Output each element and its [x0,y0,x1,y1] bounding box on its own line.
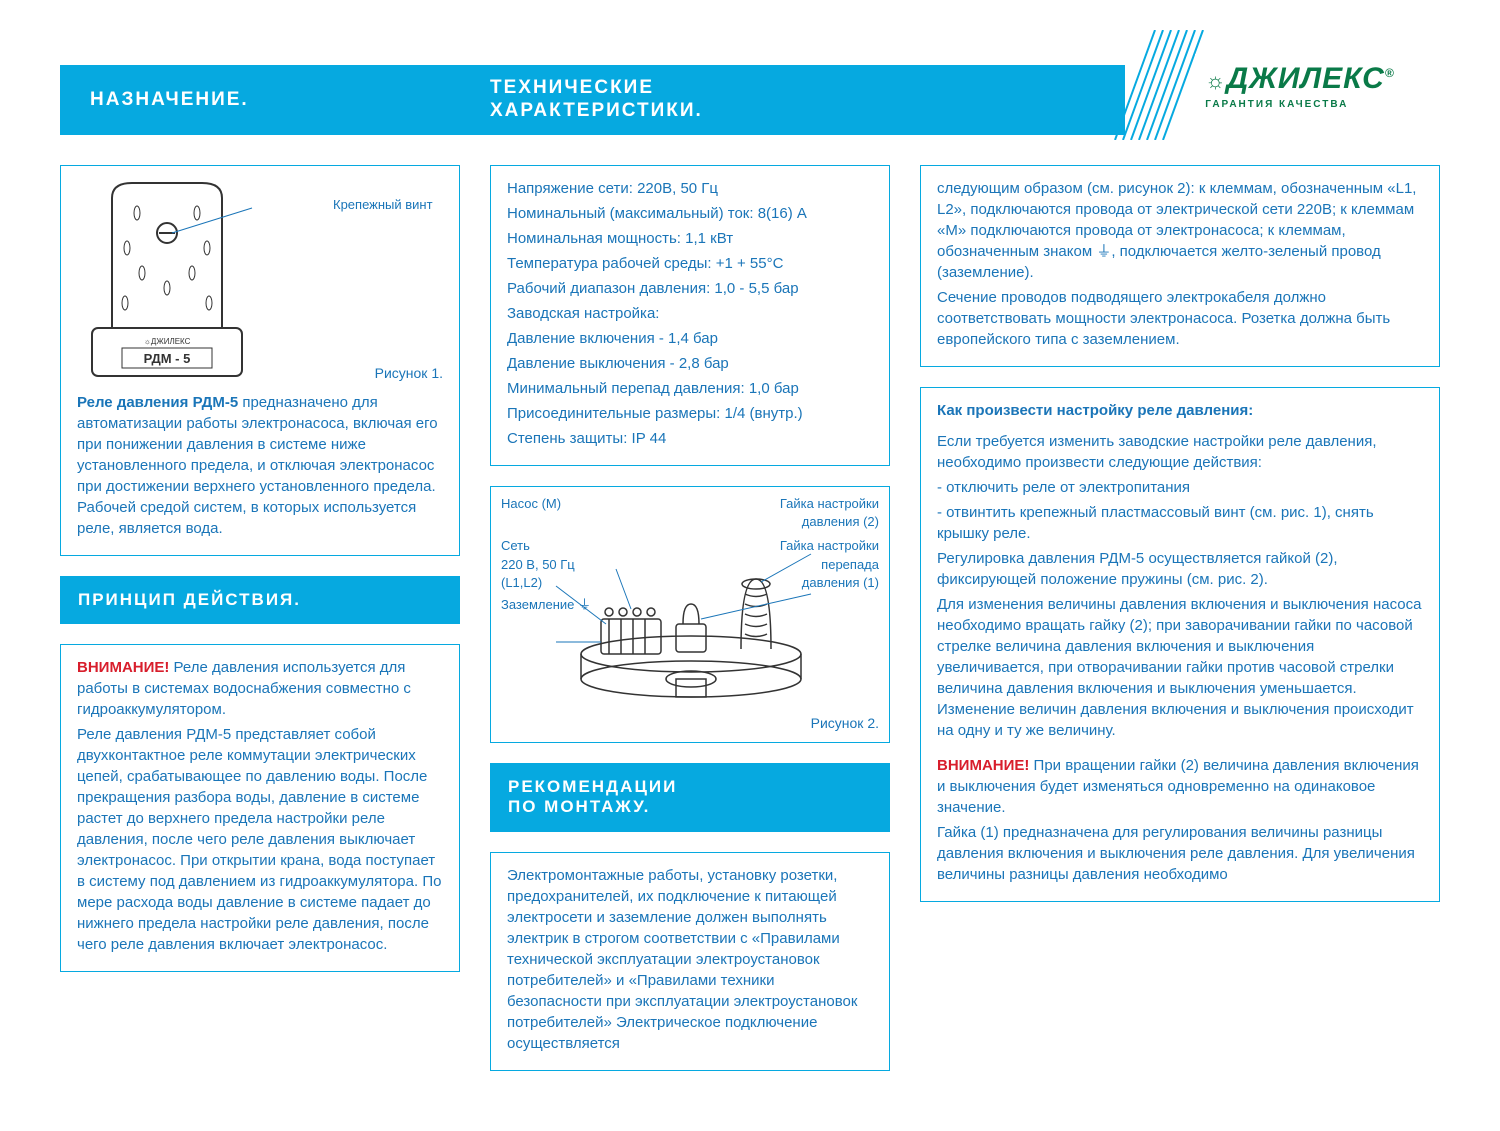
purpose-box: ☼ДЖИЛЕКС РДМ - 5 Крепежный винт Рисунок … [60,165,460,556]
principle-text: Реле давления РДМ-5 представляет собой д… [77,724,443,955]
install-text: Электромонтажные работы, установку розет… [507,865,873,1054]
header-title-specs: ТЕХНИЧЕСКИЕ ХАРАКТЕРИСТИКИ. [490,77,703,123]
warning-2: ВНИМАНИЕ! При вращении гайки (2) величин… [937,755,1423,818]
logo-tagline: ГАРАНТИЯ КАЧЕСТВА [1205,98,1394,112]
device-figure-1: ☼ДЖИЛЕКС РДМ - 5 [77,178,257,378]
tuning-box: Как произвести настройку реле давления: … [920,387,1440,902]
logo-stripes-icon [1105,30,1205,140]
tuning-heading: Как произвести настройку реле давления: [937,400,1423,421]
brand-logo: ☼ДЖИЛЕКС® ГАРАНТИЯ КАЧЕСТВА [1125,30,1475,140]
section-install: РЕКОМЕНДАЦИИ ПО МОНТАЖУ. [490,763,890,832]
wiring-text-1: следующим образом (см. рисунок 2): к кле… [937,178,1423,283]
device-figure-2 [501,524,871,704]
fig1-screw-label: Крепежный винт [333,196,443,214]
header-title-purpose: НАЗНАЧЕНИЕ. [90,87,460,114]
svg-text:☼ДЖИЛЕКС: ☼ДЖИЛЕКС [144,337,191,346]
svg-text:РДМ - 5: РДМ - 5 [144,351,191,366]
principle-box: ВНИМАНИЕ! Реле давления используется для… [60,644,460,972]
install-box: Электромонтажные работы, установку розет… [490,852,890,1071]
purpose-text: Реле давления РДМ-5 предназначено для ав… [77,392,443,539]
warning-1: ВНИМАНИЕ! Реле давления используется для… [77,657,443,720]
section-principle: ПРИНЦИП ДЕЙСТВИЯ. [60,576,460,624]
specs-box: Напряжение сети: 220В, 50 Гц Номинальный… [490,165,890,466]
wiring-continuation-box: следующим образом (см. рисунок 2): к кле… [920,165,1440,367]
fig2-caption: Рисунок 2. [501,714,879,734]
figure2-box: Насос (M) Гайка настройки давления (2) С… [490,486,890,743]
wiring-text-2: Сечение проводов подводящего электрокабе… [937,287,1423,350]
fig2-pump-label: Насос (M) [501,495,690,513]
fig1-caption: Рисунок 1. [333,364,443,384]
logo-text: ☼ДЖИЛЕКС® [1205,62,1394,95]
